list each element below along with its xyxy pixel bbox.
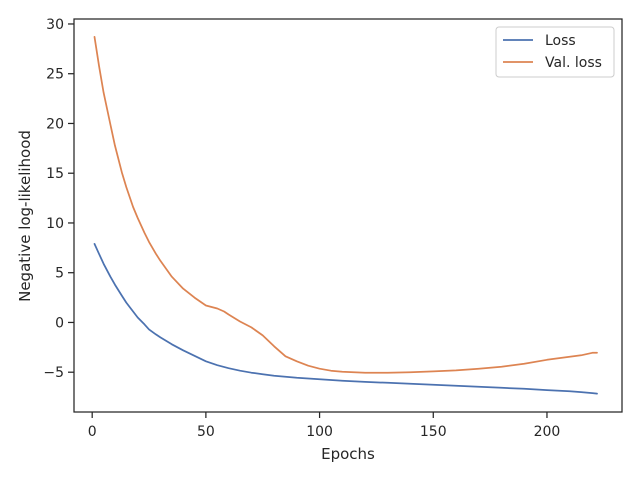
y-tick-label: 30 bbox=[46, 17, 64, 33]
plot-area bbox=[73, 18, 623, 413]
x-tick-label: 0 bbox=[88, 424, 97, 440]
y-axis-ticks: −5 0 5 10 15 20 25 30 bbox=[43, 17, 74, 381]
y-tick-label: 0 bbox=[55, 315, 64, 331]
series-line-loss bbox=[93, 243, 598, 395]
series-line-val-loss bbox=[93, 36, 598, 374]
x-tick-label: 50 bbox=[197, 424, 215, 440]
x-tick-label: 150 bbox=[420, 424, 447, 440]
y-tick-label: 25 bbox=[46, 67, 64, 83]
y-axis-title: Negative log-likelihood bbox=[16, 130, 34, 302]
y-tick-label: 15 bbox=[46, 166, 64, 182]
y-tick-label: 20 bbox=[46, 116, 64, 132]
legend-label-val-loss: Val. loss bbox=[545, 55, 602, 71]
x-axis-title: Epochs bbox=[321, 445, 375, 463]
series-layer bbox=[93, 36, 598, 395]
y-tick-label: −5 bbox=[43, 365, 64, 381]
x-tick-label: 100 bbox=[306, 424, 333, 440]
x-axis-ticks: 0 50 100 150 200 bbox=[88, 412, 561, 440]
y-tick-label: 10 bbox=[46, 216, 64, 232]
legend: Loss Val. loss bbox=[495, 26, 615, 78]
legend-label-loss: Loss bbox=[545, 33, 576, 49]
x-tick-label: 200 bbox=[534, 424, 561, 440]
y-tick-label: 5 bbox=[55, 266, 64, 282]
